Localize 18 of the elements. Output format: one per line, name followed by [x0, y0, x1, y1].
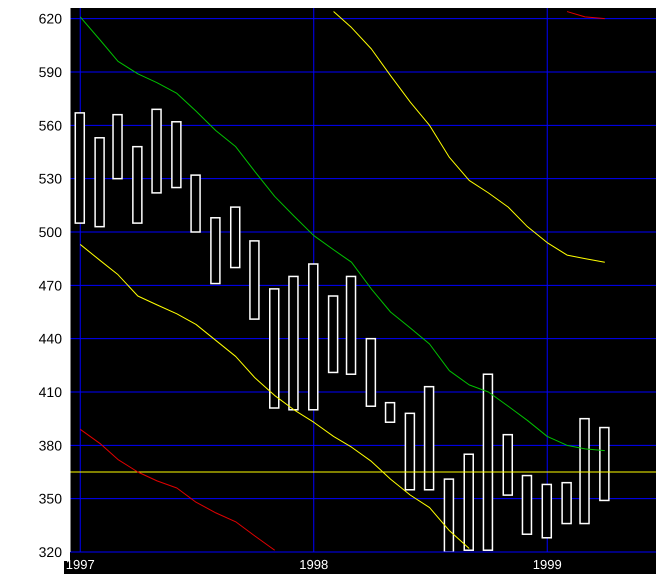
y-tick-label: 350 [38, 490, 62, 507]
y-tick-label: 440 [38, 330, 62, 347]
y-tick-label: 500 [38, 224, 62, 240]
y-tick-label: 620 [38, 10, 62, 27]
y-tick-label: 470 [38, 277, 62, 294]
y-tick-label: 560 [38, 117, 62, 134]
y-tick-label: 590 [38, 64, 62, 80]
line-series [80, 16, 606, 452]
x-tick-label: 1999 [532, 557, 562, 572]
line-series [80, 428, 276, 551]
y-tick-label: 380 [38, 437, 62, 454]
y-tick-label: 410 [38, 384, 62, 400]
line-series [333, 11, 606, 263]
y-tick-label: 530 [38, 170, 62, 187]
candlestick [384, 402, 396, 423]
x-tick-label: 1997 [66, 557, 95, 572]
y-tick-label: 320 [38, 544, 62, 560]
x-tick-label: 1998 [299, 557, 328, 572]
